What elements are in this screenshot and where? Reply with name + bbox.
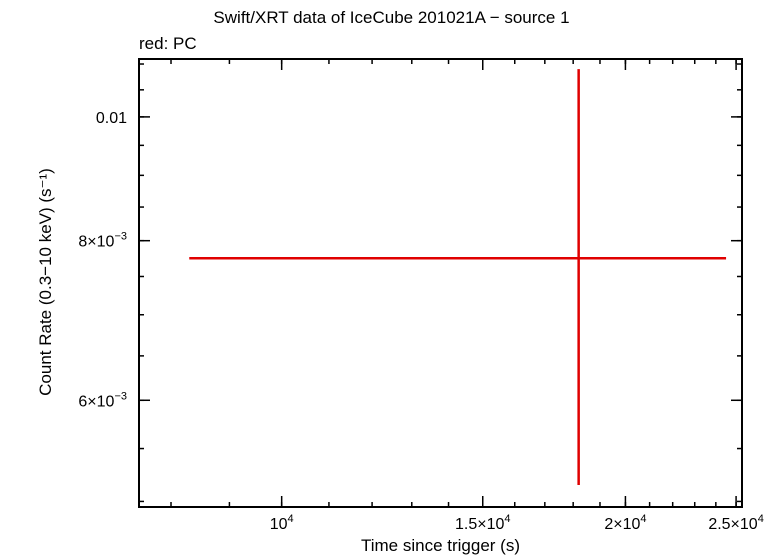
x-tick-label: 1.5×104 [455,513,511,533]
x-axis-label: Time since trigger (s) [360,536,520,555]
x-tick-label: 2.5×104 [708,513,764,533]
x-tick-label: 104 [270,513,294,533]
y-tick-label: 8×10−3 [78,231,127,251]
axis-tick-labels: 104 1.5×104 2×104 2.5×104 6×10−3 8×10−3 0.01 [78,110,763,533]
axis-ticks [139,59,742,507]
plot-frame [138,58,743,508]
y-tick-label: 6×10−3 [78,390,127,410]
data-marks [189,69,727,486]
x-tick-label: 2×104 [604,513,646,533]
y-tick-label: 0.01 [96,110,127,127]
chart-title: Swift/XRT data of IceCube 201021A − sour… [213,8,570,27]
chart-subtitle: red: PC [139,34,197,53]
